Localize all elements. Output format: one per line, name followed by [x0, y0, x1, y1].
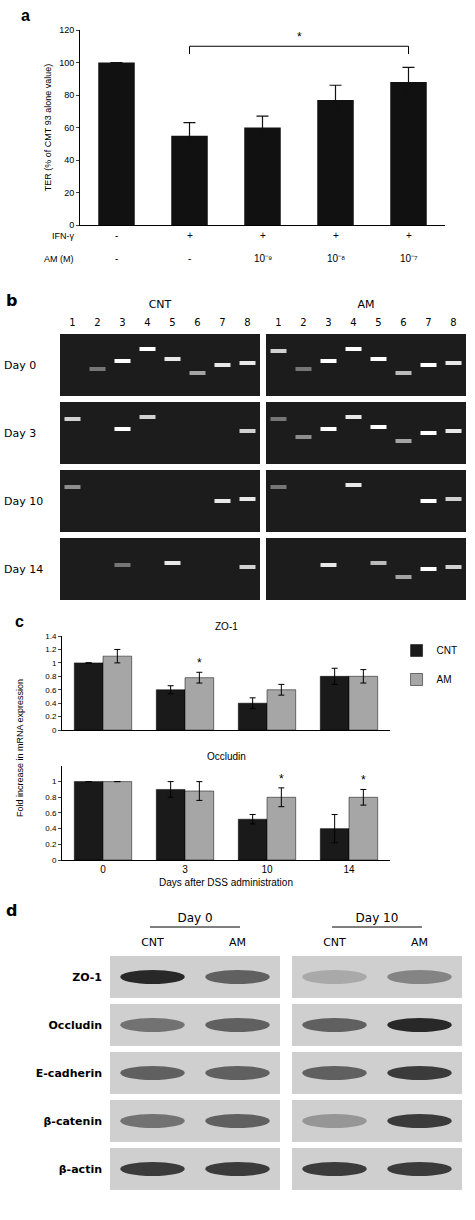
svg-text:TER (% of CMT 93 alone value): TER (% of CMT 93 alone value) — [43, 64, 53, 191]
svg-text:CNT: CNT — [323, 936, 346, 949]
svg-text:AM: AM — [357, 298, 374, 311]
svg-text:80: 80 — [64, 90, 74, 100]
svg-text:4: 4 — [350, 317, 356, 328]
svg-text:2: 2 — [94, 317, 100, 328]
svg-text:Occludin: Occludin — [207, 751, 246, 762]
svg-text:6: 6 — [400, 317, 406, 328]
svg-text:ZO-1: ZO-1 — [215, 621, 238, 632]
svg-text:Day 0: Day 0 — [177, 911, 212, 925]
svg-text:a: a — [21, 7, 30, 24]
svg-text:0.2: 0.2 — [45, 840, 57, 849]
svg-text:AM: AM — [229, 936, 246, 949]
svg-text:+: + — [406, 230, 412, 241]
svg-text:3: 3 — [325, 317, 331, 328]
svg-text:IFN-γ: IFN-γ — [52, 231, 74, 241]
svg-text:b: b — [6, 291, 17, 310]
svg-text:5: 5 — [375, 317, 381, 328]
svg-text:ZO-1: ZO-1 — [72, 971, 102, 984]
svg-text:7: 7 — [425, 317, 431, 328]
svg-text:3: 3 — [182, 864, 188, 875]
svg-text:Day 10: Day 10 — [4, 495, 43, 508]
svg-text:Fold increase in mRNA expressi: Fold increase in mRNA expression — [15, 679, 25, 817]
svg-text:AM: AM — [411, 936, 428, 949]
svg-text:1.4: 1.4 — [45, 632, 57, 641]
svg-text:*: * — [279, 772, 284, 786]
svg-text:β-catenin: β-catenin — [43, 1115, 102, 1128]
svg-text:3: 3 — [119, 317, 125, 328]
svg-text:10⁻⁷: 10⁻⁷ — [400, 253, 418, 264]
svg-text:CNT: CNT — [149, 298, 172, 311]
svg-text:60: 60 — [64, 123, 74, 133]
svg-text:Day 14: Day 14 — [4, 563, 43, 576]
svg-text:0.2: 0.2 — [45, 712, 57, 721]
svg-text:1.2: 1.2 — [45, 645, 57, 654]
svg-text:10⁻⁸: 10⁻⁸ — [327, 253, 345, 264]
svg-text:0: 0 — [52, 726, 57, 735]
svg-text:10⁻⁹: 10⁻⁹ — [254, 253, 272, 264]
svg-text:8: 8 — [450, 317, 456, 328]
svg-text:AM: AM — [437, 674, 452, 685]
svg-text:*: * — [297, 30, 302, 44]
svg-text:d: d — [6, 901, 17, 920]
svg-text:0.6: 0.6 — [45, 809, 57, 818]
svg-text:10: 10 — [261, 864, 273, 875]
svg-text:-: - — [188, 253, 191, 264]
svg-text:1: 1 — [52, 659, 57, 668]
svg-text:14: 14 — [343, 864, 355, 875]
svg-text:-: - — [115, 230, 118, 241]
svg-text:4: 4 — [144, 317, 150, 328]
svg-text:0: 0 — [52, 856, 57, 865]
svg-text:0: 0 — [69, 220, 74, 230]
svg-text:2: 2 — [300, 317, 306, 328]
svg-text:*: * — [361, 773, 366, 787]
svg-text:1: 1 — [52, 777, 57, 786]
svg-text:0.4: 0.4 — [45, 824, 57, 833]
svg-text:Days after DSS administration: Days after DSS administration — [159, 877, 293, 888]
svg-text:6: 6 — [194, 317, 200, 328]
svg-text:+: + — [333, 230, 339, 241]
svg-text:Day 0: Day 0 — [4, 359, 36, 372]
svg-text:100: 100 — [59, 58, 74, 68]
svg-text:Day 3: Day 3 — [4, 427, 36, 440]
svg-text:AM (M): AM (M) — [44, 254, 74, 264]
svg-text:40: 40 — [64, 155, 74, 165]
svg-text:0.8: 0.8 — [45, 672, 57, 681]
svg-text:+: + — [260, 230, 266, 241]
svg-text:0: 0 — [100, 864, 106, 875]
svg-text:0.6: 0.6 — [45, 686, 57, 695]
svg-text:5: 5 — [169, 317, 175, 328]
svg-text:+: + — [187, 230, 193, 241]
svg-text:Occludin: Occludin — [49, 1019, 102, 1032]
svg-text:CNT: CNT — [437, 645, 458, 656]
svg-text:CNT: CNT — [141, 936, 164, 949]
svg-text:1: 1 — [275, 317, 281, 328]
svg-text:20: 20 — [64, 188, 74, 198]
svg-text:E-cadherin: E-cadherin — [36, 1067, 102, 1080]
svg-text:β-actin: β-actin — [59, 1163, 102, 1176]
svg-text:8: 8 — [244, 317, 250, 328]
svg-text:Day 10: Day 10 — [356, 911, 399, 925]
svg-text:0.8: 0.8 — [45, 793, 57, 802]
svg-text:-: - — [115, 253, 118, 264]
svg-text:7: 7 — [219, 317, 225, 328]
svg-text:0.4: 0.4 — [45, 699, 57, 708]
svg-text:*: * — [197, 656, 202, 670]
svg-text:1: 1 — [69, 317, 75, 328]
svg-text:120: 120 — [59, 25, 74, 35]
svg-text:c: c — [15, 613, 24, 630]
